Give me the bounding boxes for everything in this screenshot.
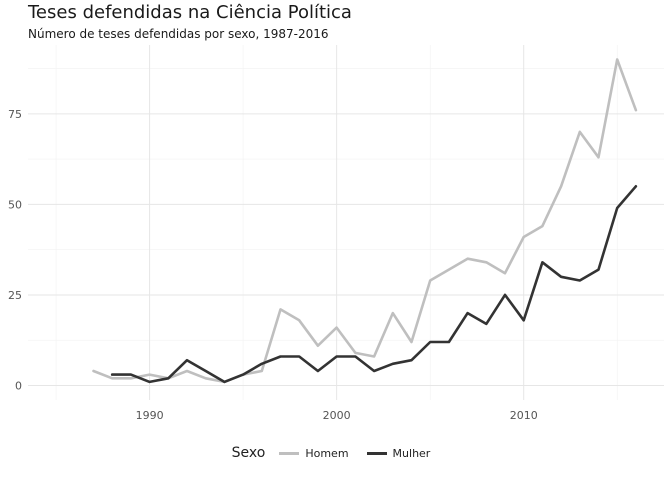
- legend-item-mulher: Mulher: [366, 446, 431, 460]
- y-tick-label: 0: [15, 380, 22, 393]
- x-tick-label: 2010: [510, 409, 538, 422]
- legend-item-homem: Homem: [279, 446, 349, 460]
- grid: [28, 45, 664, 400]
- x-tick-label: 2000: [323, 409, 351, 422]
- legend: Sexo Homem Mulher: [0, 445, 672, 461]
- legend-label-mulher: Mulher: [392, 446, 431, 460]
- chart-subtitle: Número de teses defendidas por sexo, 198…: [28, 27, 329, 41]
- axis-ticks: 1990 2000 2010 0 25 50 75: [8, 108, 538, 422]
- line-chart: 1990 2000 2010 0 25 50 75: [8, 45, 664, 422]
- legend-title: Sexo: [231, 445, 266, 461]
- chart-title: Teses defendidas na Ciência Política: [28, 2, 352, 23]
- legend-label-homem: Homem: [305, 446, 349, 460]
- y-tick-label: 75: [8, 108, 22, 121]
- series-line-mulher: [110, 185, 638, 384]
- series-line-homem: [92, 58, 638, 384]
- y-tick-label: 50: [8, 198, 22, 211]
- y-tick-label: 25: [8, 289, 22, 302]
- x-tick-label: 1990: [136, 409, 164, 422]
- series-lines: [92, 58, 638, 384]
- legend-key-mulher: [366, 451, 387, 455]
- legend-key-homem: [279, 451, 300, 455]
